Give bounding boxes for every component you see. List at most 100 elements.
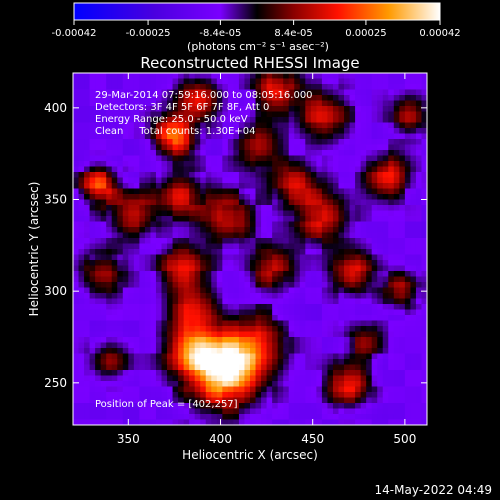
heatmap-cell: [89, 161, 96, 168]
heatmap-cell: [233, 271, 240, 278]
heatmap-cell: [211, 265, 218, 272]
heatmap-cell: [294, 84, 301, 91]
heatmap-cell: [155, 331, 163, 338]
heatmap-cell: [100, 166, 107, 173]
heatmap-cell: [194, 188, 201, 195]
heatmap-cell: [161, 309, 168, 316]
heatmap-cell: [227, 243, 235, 250]
heatmap-cell: [211, 315, 218, 322]
heatmap-cell: [338, 392, 345, 399]
heatmap-cell: [122, 276, 129, 283]
heatmap-cell: [200, 386, 207, 393]
heatmap-cell: [366, 128, 373, 135]
heatmap-cell: [404, 359, 412, 366]
heatmap-cell: [388, 315, 395, 322]
heatmap-cell: [227, 364, 235, 371]
heatmap-cell: [250, 282, 257, 289]
heatmap-cell: [321, 238, 329, 245]
heatmap-cell: [205, 265, 212, 272]
heatmap-cell: [371, 106, 378, 113]
heatmap-cell: [255, 166, 262, 173]
heatmap-cell: [183, 216, 190, 223]
heatmap-cell: [366, 370, 373, 377]
heatmap-cell: [388, 161, 395, 168]
heatmap-cell: [332, 139, 340, 146]
heatmap-cell: [366, 271, 373, 278]
heatmap-cell: [393, 144, 400, 151]
heatmap-cell: [332, 254, 340, 261]
heatmap-cell: [238, 227, 246, 234]
heatmap-cell: [344, 166, 351, 173]
heatmap-cell: [111, 304, 118, 311]
heatmap-cell: [332, 100, 340, 107]
heatmap-cell: [78, 172, 85, 179]
heatmap-cell: [410, 144, 417, 151]
heatmap-cell: [283, 293, 290, 300]
heatmap-cell: [338, 216, 345, 223]
heatmap-cell: [299, 243, 306, 250]
heatmap-cell: [106, 298, 113, 305]
heatmap-cell: [332, 232, 340, 239]
heatmap-cell: [183, 419, 190, 425]
heatmap-cell: [216, 194, 223, 201]
heatmap-cell: [211, 271, 218, 278]
heatmap-cell: [355, 403, 362, 410]
heatmap-cell: [167, 342, 174, 349]
heatmap-cell: [272, 84, 279, 91]
heatmap-cell: [222, 375, 229, 382]
heatmap-cell: [133, 419, 140, 425]
heatmap-cell: [366, 172, 373, 179]
heatmap-cell: [73, 315, 80, 322]
heatmap-cell: [288, 128, 295, 135]
heatmap-cell: [100, 392, 107, 399]
heatmap-cell: [150, 381, 157, 388]
heatmap-cell: [161, 227, 168, 234]
heatmap-cell: [399, 232, 406, 239]
heatmap-cell: [404, 414, 412, 421]
heatmap-cell: [227, 221, 235, 228]
heatmap-cell: [316, 238, 323, 245]
heatmap-cell: [233, 221, 240, 228]
heatmap-cell: [128, 298, 135, 305]
heatmap-cell: [244, 172, 251, 179]
heatmap-cell: [310, 381, 317, 388]
heatmap-cell: [128, 139, 135, 146]
heatmap-cell: [178, 408, 185, 415]
heatmap-cell: [117, 271, 124, 278]
heatmap-cell: [227, 254, 235, 261]
heatmap-cell: [371, 243, 378, 250]
heatmap-cell: [344, 370, 351, 377]
heatmap-cell: [377, 326, 384, 333]
heatmap-cell: [299, 188, 306, 195]
heatmap-cell: [294, 183, 301, 190]
heatmap-cell: [316, 315, 323, 322]
heatmap-cell: [84, 375, 91, 382]
heatmap-cell: [344, 298, 351, 305]
heatmap-cell: [233, 364, 240, 371]
heatmap-cell: [211, 205, 218, 212]
heatmap-cell: [377, 392, 384, 399]
heatmap-cell: [388, 342, 395, 349]
heatmap-cell: [305, 309, 312, 316]
heatmap-cell: [410, 210, 417, 217]
heatmap-cell: [366, 353, 373, 360]
heatmap-cell: [84, 403, 91, 410]
heatmap-cell: [194, 161, 201, 168]
heatmap-cell: [117, 78, 124, 85]
heatmap-cell: [255, 161, 262, 168]
heatmap-cell: [189, 342, 196, 349]
heatmap-cell: [305, 254, 312, 261]
heatmap-cell: [266, 392, 273, 399]
heatmap-cell: [255, 95, 262, 102]
heatmap-cell: [382, 117, 389, 124]
heatmap-cell: [133, 293, 140, 300]
heatmap-cell: [421, 353, 427, 360]
heatmap-cell: [393, 370, 400, 377]
heatmap-cell: [388, 106, 395, 113]
heatmap-cell: [332, 348, 340, 355]
heatmap-cell: [238, 73, 246, 80]
heatmap-cell: [266, 172, 273, 179]
heatmap-cell: [338, 298, 345, 305]
heatmap-cell: [299, 370, 306, 377]
heatmap-cell: [321, 216, 329, 223]
